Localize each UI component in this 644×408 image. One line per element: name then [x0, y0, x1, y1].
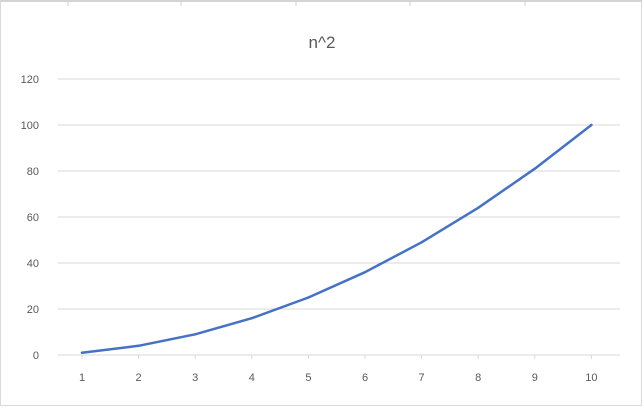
data-point [590, 123, 593, 127]
series-line [80, 123, 593, 354]
chart-title: n^2 [309, 33, 336, 52]
y-tick-label: 120 [21, 74, 39, 86]
x-tick-label: 8 [475, 372, 481, 384]
gridlines [58, 78, 620, 356]
top-edge-marks [67, 2, 526, 6]
data-point [80, 351, 84, 354]
data-point [194, 333, 197, 336]
data-point [137, 344, 140, 347]
data-point [363, 271, 367, 274]
y-tick-label: 0 [33, 350, 39, 362]
data-point [420, 241, 423, 244]
x-tick-label: 5 [305, 372, 311, 384]
y-axis-tick-labels: 0 20 40 60 80 100 120 [21, 74, 39, 362]
x-tick-label: 9 [532, 372, 538, 384]
x-tick-label: 1 [79, 372, 85, 384]
data-point [533, 167, 536, 170]
y-tick-label: 100 [21, 120, 39, 132]
data-point [477, 206, 480, 209]
x-tick-label: 6 [362, 372, 368, 384]
series-lines [80, 123, 593, 354]
x-tick-label: 10 [585, 372, 597, 384]
y-tick-label: 20 [27, 304, 39, 316]
x-tick-label: 3 [192, 372, 198, 384]
x-tick-label: 7 [419, 372, 425, 384]
x-tick-label: 4 [249, 372, 255, 384]
x-axis-tick-marks [81, 355, 592, 359]
x-axis-tick-labels: 1 2 3 4 5 6 7 8 9 10 [79, 372, 598, 384]
y-tick-label: 60 [27, 212, 39, 224]
x-tick-label: 2 [136, 372, 142, 384]
y-tick-label: 80 [27, 166, 39, 178]
data-point [250, 317, 253, 320]
data-point [307, 296, 310, 299]
y-tick-label: 40 [27, 258, 39, 270]
